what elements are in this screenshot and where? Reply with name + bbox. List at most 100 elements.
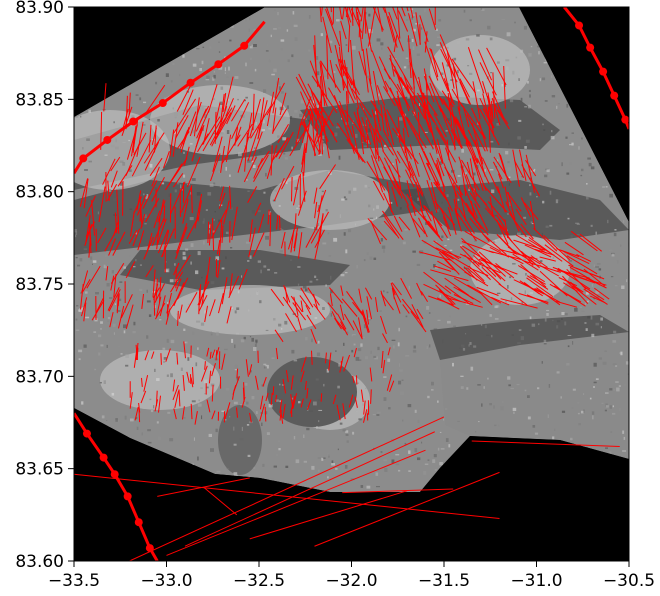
ice-texture <box>182 251 186 256</box>
drift-vector <box>262 376 267 387</box>
ice-texture <box>201 415 203 420</box>
drift-vector <box>116 189 119 224</box>
ice-texture <box>135 94 139 96</box>
drift-vector <box>207 221 210 244</box>
drift-vector <box>276 214 279 230</box>
ice-texture <box>613 389 615 392</box>
ice-texture <box>622 450 627 452</box>
ice-texture <box>203 379 208 384</box>
drift-vector <box>482 108 494 129</box>
ice-texture <box>344 272 348 274</box>
ice-texture <box>268 211 271 215</box>
ice-texture <box>195 270 199 275</box>
ice-texture <box>466 387 469 390</box>
ice-texture <box>602 361 607 365</box>
ice-texture <box>435 28 438 31</box>
ice-texture <box>440 448 445 450</box>
ice-texture <box>146 335 149 339</box>
drift-vector <box>202 118 223 152</box>
ice-texture <box>78 349 83 353</box>
pale-ice <box>170 285 330 335</box>
ice-texture <box>184 341 188 344</box>
ice-texture <box>392 85 395 88</box>
dark-band <box>430 315 629 360</box>
ice-texture <box>120 181 123 186</box>
drift-vector <box>301 143 306 165</box>
ice-texture <box>577 402 580 404</box>
drift-vector <box>110 156 121 172</box>
ice-texture <box>254 343 257 347</box>
drift-vector <box>279 409 282 421</box>
ice-texture <box>318 469 320 472</box>
ice-texture <box>375 472 379 476</box>
ice-texture <box>363 145 368 147</box>
drift-vector <box>448 96 461 143</box>
ice-texture <box>291 349 295 354</box>
ice-texture <box>508 202 512 206</box>
ice-texture <box>144 223 147 225</box>
ice-texture <box>584 322 587 324</box>
ice-texture <box>505 300 507 303</box>
ice-texture <box>146 300 151 303</box>
ice-texture <box>139 264 142 266</box>
ice-texture <box>328 255 332 257</box>
drift-vector <box>270 288 285 307</box>
ice-texture <box>508 176 511 178</box>
ice-texture <box>224 348 228 351</box>
ice-texture <box>377 346 380 351</box>
smooth-ice-right <box>440 332 629 459</box>
drift-vector <box>165 163 183 191</box>
ice-texture <box>233 401 238 405</box>
ice-texture <box>416 79 420 81</box>
ice-texture <box>132 331 136 334</box>
ice-texture <box>433 328 438 331</box>
drift-vector <box>416 282 423 296</box>
ice-texture <box>160 182 165 185</box>
x-tick-label: −32.5 <box>233 571 285 591</box>
drift-vector <box>348 7 354 21</box>
ice-texture <box>353 187 357 191</box>
long-vector <box>471 440 620 448</box>
ice-texture <box>156 313 159 316</box>
ice-texture <box>105 254 107 258</box>
ice-texture <box>257 260 261 263</box>
y-tick-label: 83.90 <box>15 0 64 18</box>
ice-texture <box>245 62 247 67</box>
ice-texture <box>456 275 461 278</box>
ice-texture <box>215 428 218 433</box>
drift-vector <box>513 279 545 295</box>
ice-texture <box>90 256 93 260</box>
drift-vector <box>329 287 343 304</box>
ice-texture <box>122 142 126 144</box>
ice-texture <box>316 352 321 357</box>
ice-texture <box>399 363 401 367</box>
ice-texture <box>315 378 319 381</box>
ice-texture <box>75 234 77 238</box>
drift-vector <box>325 352 327 364</box>
drift-vector <box>182 406 185 420</box>
drift-vector <box>176 277 189 300</box>
ice-texture <box>534 432 539 435</box>
drift-vector <box>342 403 346 420</box>
drift-vector <box>570 230 598 252</box>
drift-vector <box>368 7 376 47</box>
ice-texture <box>201 276 203 279</box>
ice-texture <box>608 451 612 454</box>
drift-vector <box>175 254 191 278</box>
drift-vector <box>293 175 300 206</box>
ice-texture <box>157 119 160 122</box>
ice-texture <box>502 401 504 403</box>
ice-texture <box>219 101 223 105</box>
drift-vector <box>216 347 220 356</box>
ice-texture <box>523 216 527 219</box>
drift-vector <box>156 218 167 246</box>
drift-vector <box>343 354 351 372</box>
drift-vector <box>362 309 370 333</box>
ice-texture <box>600 326 602 329</box>
ice-texture <box>275 453 279 457</box>
ice-texture <box>206 75 210 79</box>
ice-texture <box>373 257 377 260</box>
ice-texture <box>212 353 216 357</box>
ice-texture <box>212 77 215 81</box>
ice-texture <box>344 465 348 469</box>
